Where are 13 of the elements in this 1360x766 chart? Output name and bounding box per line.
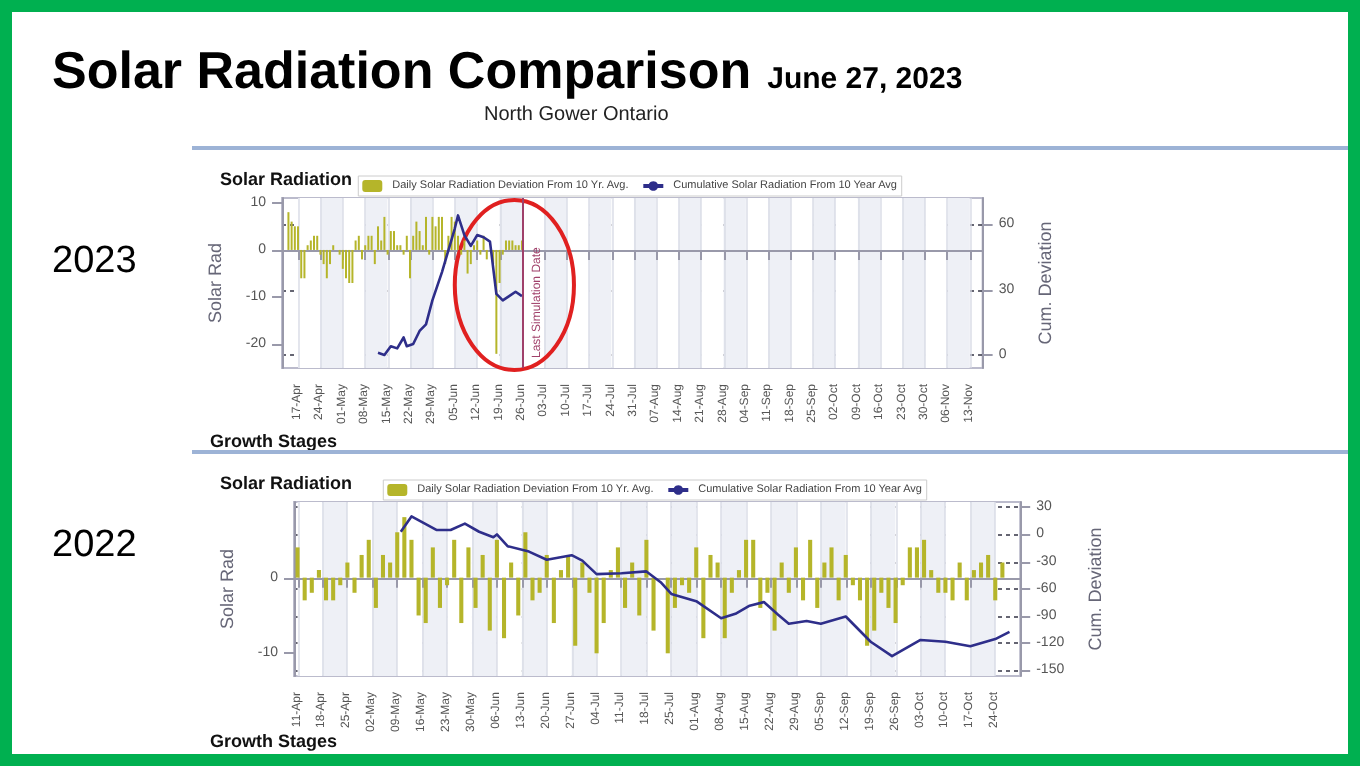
chart-title: Solar Radiation (220, 169, 353, 189)
text: June 27, 2023 (767, 62, 963, 96)
text: North Gower Ontario (484, 104, 669, 126)
text: Solar Radiation Comparison (52, 40, 752, 100)
text: 2022 (52, 524, 137, 568)
y-axis-title: Solar Rad (205, 242, 225, 324)
y2-axis-title: Cum. Deviation (1085, 527, 1105, 651)
text: 2023 (52, 240, 137, 284)
chart-title: Solar Radiation (220, 473, 353, 493)
y2-axis-title: Cum. Deviation (1035, 221, 1055, 345)
text: Growth Stages (210, 731, 338, 751)
y-axis-title: Solar Rad (216, 548, 237, 630)
text: Growth Stages (210, 431, 338, 451)
